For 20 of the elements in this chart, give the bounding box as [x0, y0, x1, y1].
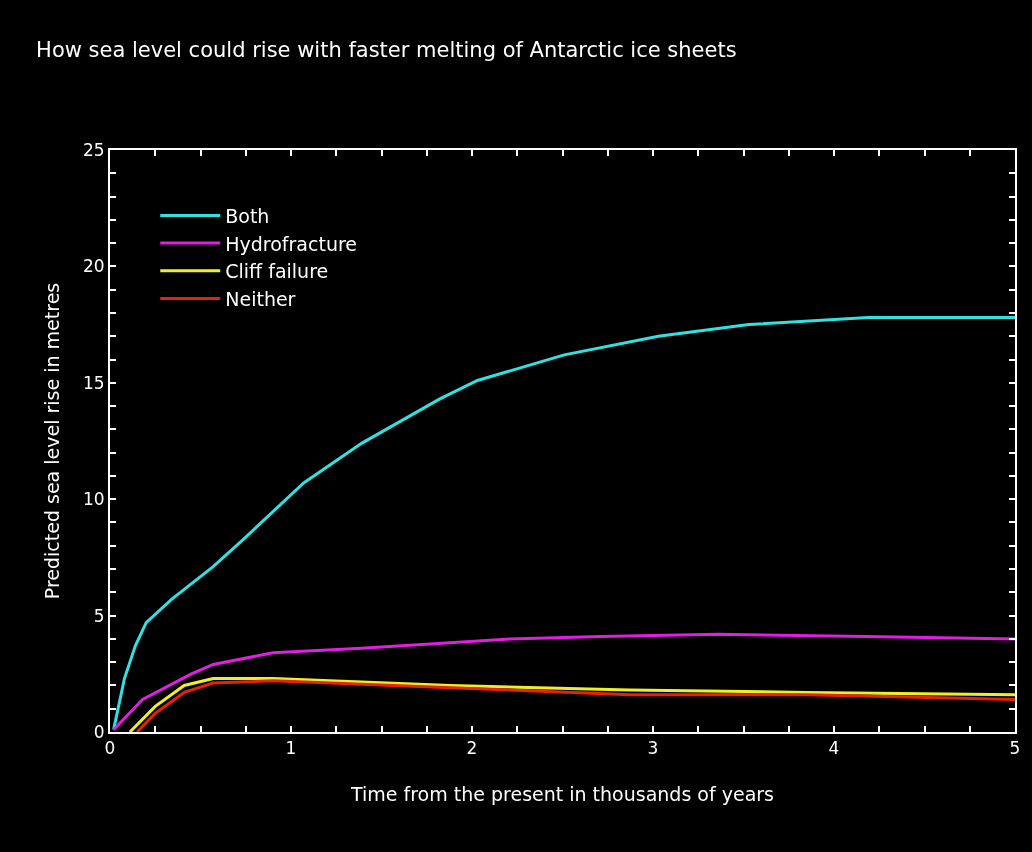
legend-label: Hydrofracture: [225, 232, 358, 255]
x-tick-label: 5: [1009, 738, 1021, 759]
legend-label: Neither: [225, 287, 296, 310]
line-series: [112, 316, 1015, 732]
legend-label: Both: [225, 204, 270, 227]
y-axis-title: Predicted sea level rise in metres: [41, 282, 64, 600]
y-tick-label: 20: [82, 256, 105, 277]
y-tick-label: 25: [82, 139, 105, 160]
x-tick-label: 1: [285, 738, 297, 759]
y-tick-label: 15: [82, 372, 105, 393]
x-tick-label: 4: [828, 738, 840, 759]
x-axis-title: Time from the present in thousands of years: [349, 782, 775, 805]
x-tick-label: 3: [647, 738, 659, 759]
chart-title: How sea level could rise with faster melting of Antarctic ice sheets: [36, 38, 737, 63]
legend-label: Cliff failure: [225, 260, 329, 283]
y-tick-label: 10: [82, 489, 105, 510]
y-tick-label: 5: [93, 605, 105, 626]
line-series: [112, 632, 1015, 732]
x-tick-label: 2: [466, 738, 478, 759]
y-tick-label: 0: [93, 721, 105, 742]
